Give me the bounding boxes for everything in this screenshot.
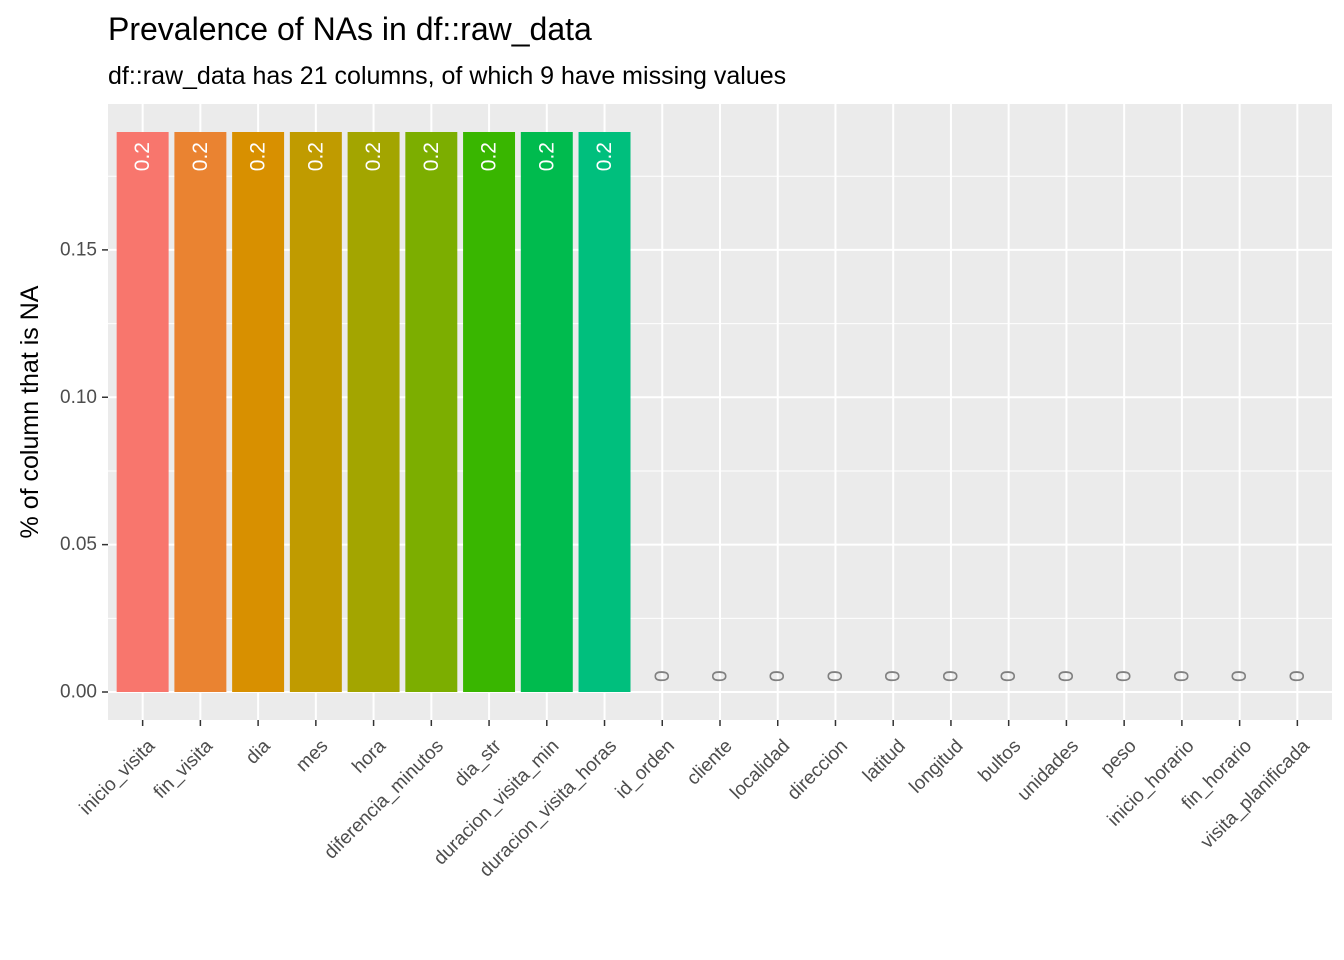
chart-subtitle: df::raw_data has 21 columns, of which 9 … <box>108 62 786 90</box>
y-tick-label: 0.10 <box>60 387 97 408</box>
bar <box>232 132 285 692</box>
bar-data-label: 0.2 <box>362 142 385 171</box>
bar-data-label: 0.2 <box>131 142 154 171</box>
x-tick-label: visita_planificada <box>1197 735 1314 852</box>
x-tick-label: fin_visita <box>150 735 217 802</box>
bar-data-label: 0 <box>1286 670 1309 682</box>
bar <box>463 132 516 692</box>
x-tick-label: peso <box>1097 736 1141 780</box>
x-tick-label: mes <box>292 736 332 776</box>
bar-data-label: 0 <box>651 670 674 682</box>
bar-data-label: 0.2 <box>593 142 616 171</box>
bar-data-label: 0.2 <box>535 142 558 171</box>
bar-data-label: 0 <box>824 670 847 682</box>
y-axis-title: % of column that is NA <box>16 285 44 538</box>
x-tick-label: hora <box>348 735 390 777</box>
y-tick-label: 0.00 <box>60 682 97 703</box>
x-tick-label: unidades <box>1014 736 1083 805</box>
bars <box>116 132 631 692</box>
bar-data-label: 0.2 <box>420 142 443 171</box>
x-tick-label: longitud <box>906 736 968 798</box>
x-tick-label: latitud <box>859 736 910 787</box>
bar-data-label: 0 <box>709 670 732 682</box>
bar <box>578 132 631 692</box>
bar <box>174 132 227 692</box>
x-tick-label: dia_str <box>450 735 506 791</box>
bar-data-label: 0 <box>766 670 789 682</box>
x-tick-label: localidad <box>726 736 794 804</box>
bar-data-label: 0 <box>1113 670 1136 682</box>
bar-data-label: 0.2 <box>478 142 501 171</box>
bar <box>347 132 400 692</box>
x-tick-label: inicio_visita <box>76 735 160 819</box>
bar <box>520 132 573 692</box>
bar <box>405 132 458 692</box>
bar-data-label: 0 <box>1170 670 1193 682</box>
bar-data-label: 0 <box>1228 670 1251 682</box>
y-tick-label: 0.05 <box>60 534 97 555</box>
y-tick-label: 0.15 <box>60 239 97 260</box>
bar-data-label: 0 <box>882 670 905 682</box>
bar-data-label: 0.2 <box>247 142 270 171</box>
bar-data-label: 0 <box>997 670 1020 682</box>
x-tick-label: dia <box>242 735 275 768</box>
bar <box>289 132 342 692</box>
x-tick-label: direccion <box>783 736 852 805</box>
x-tick-label: bultos <box>975 736 1026 787</box>
bar-data-label: 0 <box>1055 670 1078 682</box>
bar <box>116 132 169 692</box>
bar-labels: 0.2 0.2 0.2 0.2 0.2 0.2 0.2 0.2 0.2 0 0 0 0 0 0 0 0 0 0 0 0 <box>131 142 1309 682</box>
bar-data-label: 0.2 <box>189 142 212 171</box>
bar-data-label: 0.2 <box>304 142 327 171</box>
x-tick-label: id_orden <box>612 736 679 803</box>
bar-data-label: 0 <box>939 670 962 682</box>
y-axis: 0.00 0.05 0.10 0.15 <box>60 239 108 703</box>
chart-title: Prevalence of NAs in df::raw_data <box>108 11 592 47</box>
x-tick-label: cliente <box>683 736 737 790</box>
